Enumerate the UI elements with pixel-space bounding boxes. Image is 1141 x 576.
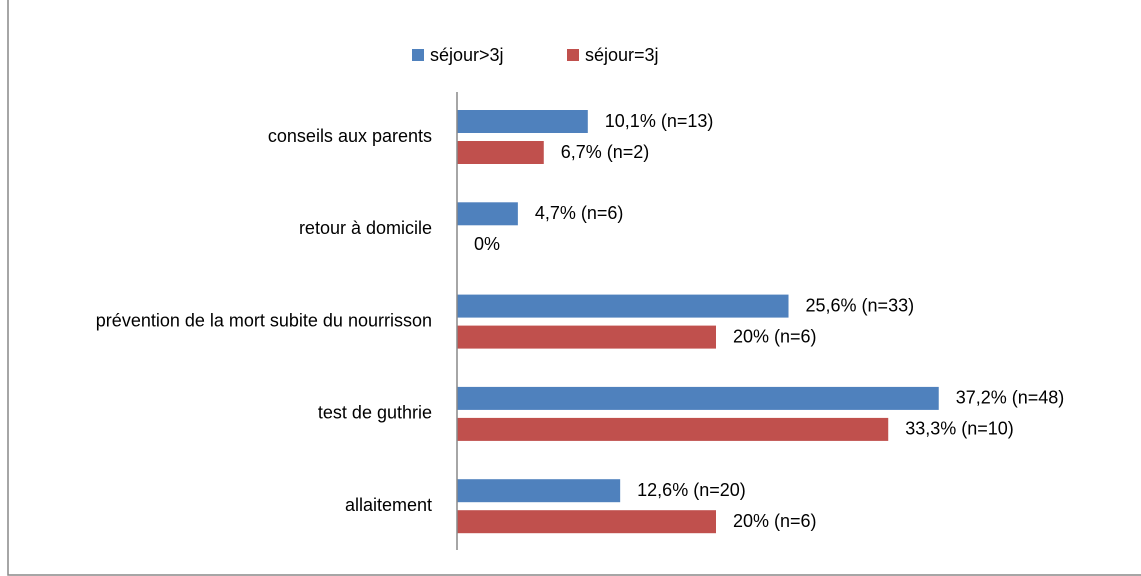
value-label: 33,3% (n=10) [905,419,1014,439]
value-label: 0% [474,234,500,254]
value-label: 6,7% (n=2) [561,142,650,162]
value-label: 10,1% (n=13) [605,111,714,131]
category-label: allaitement [345,495,432,515]
legend-swatch [412,49,424,61]
category-label: conseils aux parents [268,126,432,146]
chart-frame [7,0,1141,576]
category-label: test de guthrie [318,403,432,423]
value-label: 25,6% (n=33) [806,295,915,315]
bar [457,141,544,164]
bar [457,202,518,226]
bar [457,294,789,318]
bar [457,479,621,503]
value-label: 4,7% (n=6) [535,203,624,223]
bar [457,386,939,410]
value-label: 20% (n=6) [733,326,817,346]
legend-label: séjour=3j [585,45,659,65]
bar [457,325,716,349]
value-label: 37,2% (n=48) [956,388,1065,408]
value-label: 12,6% (n=20) [637,480,746,500]
category-label: prévention de la mort subite du nourriss… [96,310,432,330]
value-label: 20% (n=6) [733,511,817,531]
category-label: retour à domicile [299,218,432,238]
legend-label: séjour>3j [430,45,504,65]
bar [457,110,588,133]
legend-swatch [567,49,579,61]
bar [457,417,889,441]
bar [457,510,716,534]
